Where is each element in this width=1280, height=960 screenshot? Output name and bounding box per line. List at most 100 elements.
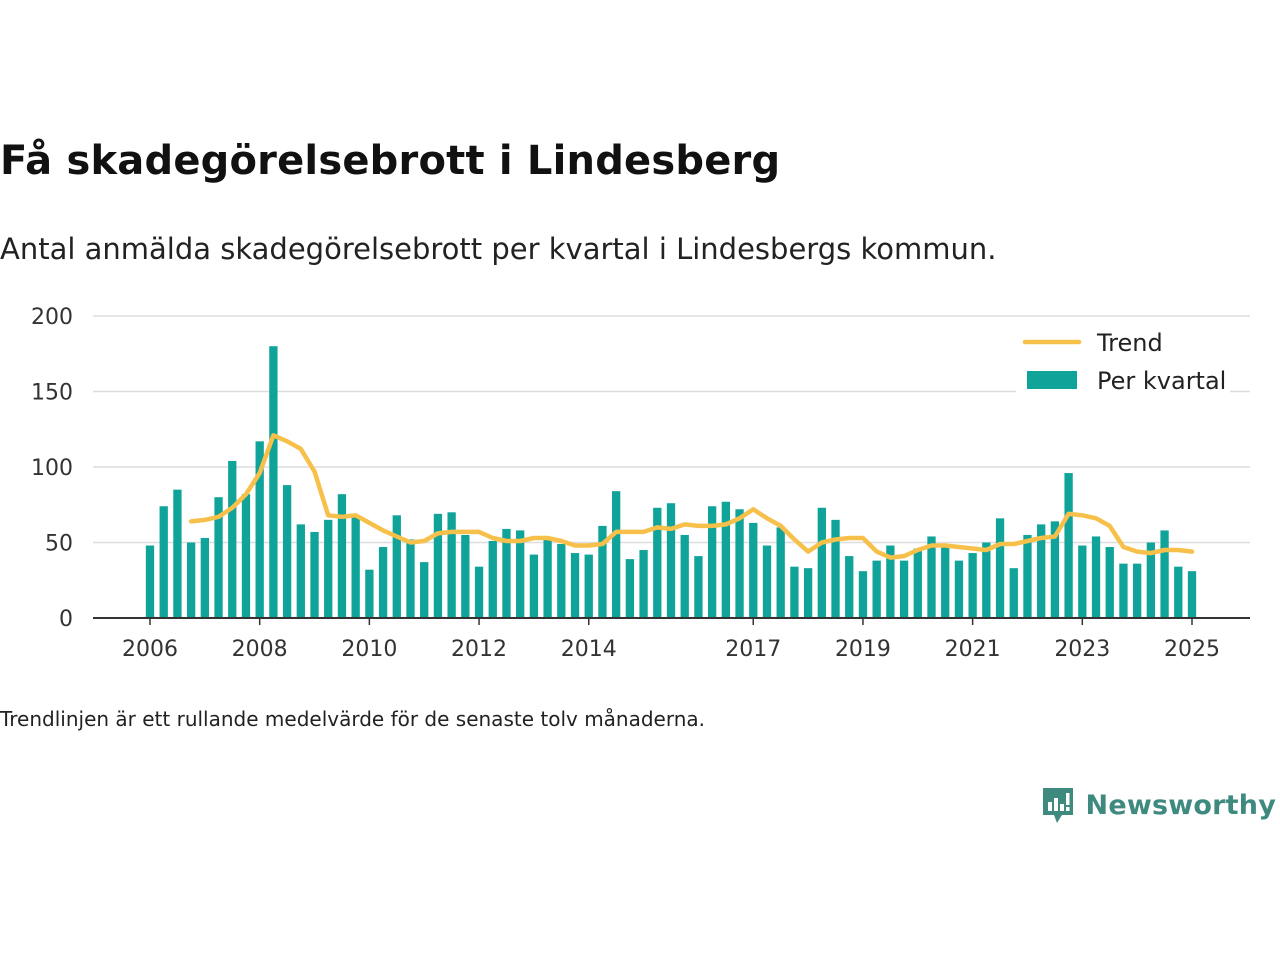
bar (1174, 566, 1183, 618)
bar (762, 545, 772, 618)
bar (282, 485, 292, 618)
chart: 0 50 100 150 200 2006 2008 2010 2012 2014 2017 201… (31, 305, 1250, 662)
legend-trend-label: Trend (1096, 329, 1163, 357)
bar (296, 524, 305, 618)
bar (749, 522, 758, 618)
x-tick-label: 2012 (451, 637, 507, 662)
bar (886, 545, 895, 618)
y-tick-label: 0 (59, 607, 73, 632)
bar (337, 494, 347, 618)
bar (351, 515, 360, 618)
x-tick-label: 2025 (1164, 637, 1220, 662)
bar (186, 542, 196, 618)
chart-subtitle: Antal anmälda skadegörelsebrott per kvar… (0, 232, 997, 266)
x-tick-label: 2017 (725, 637, 781, 662)
bar (982, 542, 991, 618)
bar (817, 507, 826, 618)
bar (269, 346, 278, 618)
legend-background (1016, 322, 1230, 408)
bar (694, 556, 703, 618)
bar (776, 527, 785, 618)
bar (392, 515, 401, 618)
bar (1023, 534, 1032, 618)
bar (474, 566, 484, 618)
bar (461, 534, 470, 618)
bar (584, 554, 593, 618)
bar (941, 547, 950, 618)
bar (516, 530, 525, 618)
bar (1133, 563, 1142, 618)
bar (995, 518, 1005, 618)
bar (845, 556, 854, 618)
x-tick-label: 2010 (341, 637, 397, 662)
x-tick-label: 2019 (835, 637, 891, 662)
bar (954, 560, 964, 618)
bar (200, 537, 209, 618)
bar (1146, 542, 1156, 618)
x-tick-label: 2023 (1054, 637, 1110, 662)
bar-series (145, 346, 1197, 618)
bar (653, 507, 662, 618)
y-tick-label: 150 (31, 381, 73, 406)
bar (502, 528, 511, 618)
y-tick-label: 100 (31, 456, 73, 481)
bar (447, 512, 456, 618)
bar (488, 540, 497, 618)
bar (872, 560, 881, 618)
bar (310, 531, 319, 618)
bar (255, 441, 264, 618)
bar (1160, 530, 1169, 618)
bar (557, 544, 566, 618)
bar (927, 536, 936, 618)
bar (625, 559, 635, 618)
footnote: Trendlinjen är ett rullande medelvärde f… (0, 707, 706, 731)
bar (241, 494, 251, 618)
chart-title: Få skadegörelsebrott i Lindesberg (0, 138, 781, 184)
legend: Trend Per kvartal (1016, 322, 1230, 408)
bar (214, 497, 223, 618)
bar (378, 547, 388, 618)
trend-line (188, 433, 1195, 560)
bar (433, 513, 443, 618)
legend-bars-swatch (1027, 371, 1077, 389)
legend-bars-label: Per kvartal (1097, 367, 1226, 395)
bar (1064, 473, 1073, 618)
bar (707, 506, 717, 618)
x-tick-label: 2014 (561, 637, 617, 662)
brand-logo: Newsworthy (1040, 785, 1276, 825)
x-tick-label: 2021 (945, 637, 1001, 662)
x-axis: 2006 2008 2010 2012 2014 2017 2019 2021 2023 2025 (122, 618, 1220, 662)
bar (1037, 524, 1046, 618)
bar (899, 560, 909, 618)
bar (803, 568, 813, 618)
bar (1105, 547, 1114, 618)
bar (831, 519, 840, 618)
bar (1009, 568, 1018, 618)
bar (913, 548, 922, 618)
bar (1078, 545, 1087, 618)
bar (1091, 536, 1101, 618)
newsworthy-logo-icon (1042, 788, 1073, 823)
bar (159, 506, 168, 618)
bar (228, 460, 237, 618)
y-tick-label: 50 (45, 532, 73, 557)
bar (735, 509, 744, 618)
bar (721, 501, 730, 618)
bar (365, 569, 374, 618)
bar (324, 519, 333, 618)
brand-name: Newsworthy (1085, 789, 1276, 821)
bar (598, 525, 607, 618)
bar (145, 545, 155, 618)
bar (790, 566, 799, 618)
bar (968, 553, 977, 618)
bar (570, 553, 580, 618)
bar (1119, 563, 1128, 618)
y-axis: 0 50 100 150 200 (31, 305, 73, 632)
bar (529, 554, 539, 618)
x-tick-label: 2006 (122, 637, 178, 662)
bar (858, 571, 868, 618)
bar (543, 539, 552, 618)
bar (639, 550, 648, 618)
x-tick-label: 2008 (232, 637, 288, 662)
bar (420, 562, 429, 618)
